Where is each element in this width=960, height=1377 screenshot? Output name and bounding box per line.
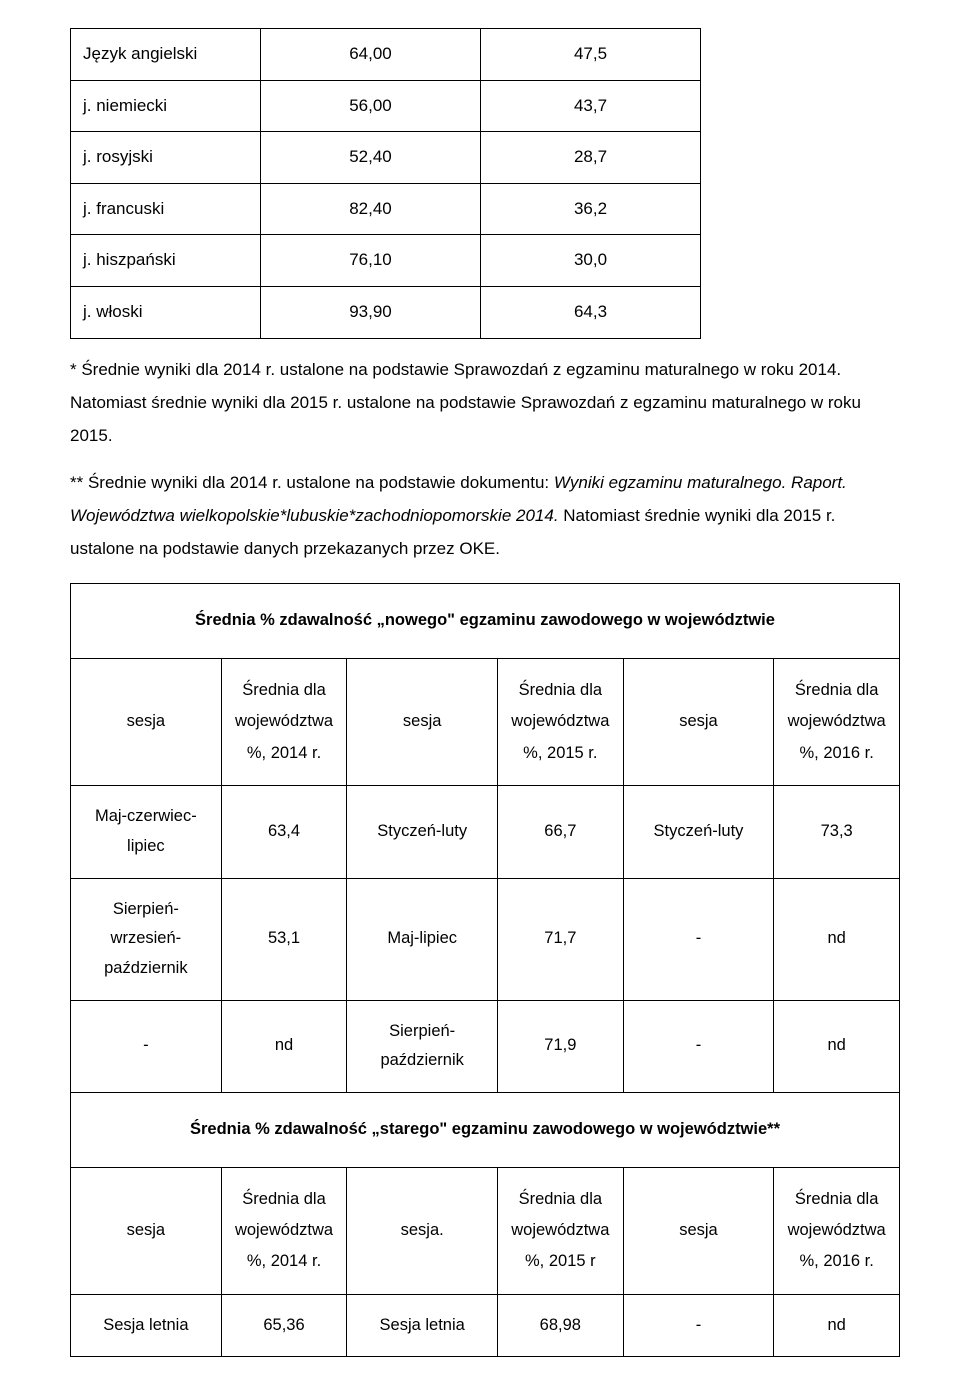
table-title-old: Średnia % zdawalność „starego" egzaminu … (71, 1092, 900, 1167)
lang-label: j. niemiecki (71, 80, 261, 132)
cell: Maj-lipiec (347, 878, 498, 1000)
hdr-sesja: sesja (71, 659, 222, 786)
cell: 63,4 (221, 786, 347, 878)
cell: - (71, 1000, 222, 1092)
lang-label: j. rosyjski (71, 132, 261, 184)
cell: 53,1 (221, 878, 347, 1000)
lang-label: j. hiszpański (71, 235, 261, 287)
page: Język angielski 64,00 47,5 j. niemiecki … (0, 0, 960, 1377)
hdr-2015: Średnia dla województwa %, 2015 r. (498, 659, 624, 786)
footnote-1: * Średnie wyniki dla 2014 r. ustalone na… (70, 353, 900, 452)
lang-label: j. włoski (71, 286, 261, 338)
table-row: j. francuski 82,40 36,2 (71, 183, 701, 235)
hdr-sesja: sesja. (347, 1167, 498, 1294)
lang-val1: 76,10 (261, 235, 481, 287)
lang-val2: 43,7 (481, 80, 701, 132)
lang-val2: 30,0 (481, 235, 701, 287)
table-row: j. włoski 93,90 64,3 (71, 286, 701, 338)
table-header-row: sesja Średnia dla województwa %, 2014 r.… (71, 1167, 900, 1294)
cell: - (623, 1000, 774, 1092)
table-row: Maj-czerwiec-lipiec 63,4 Styczeń-luty 66… (71, 786, 900, 878)
lang-val1: 64,00 (261, 29, 481, 81)
cell: Sierpień-październik (347, 1000, 498, 1092)
cell: nd (221, 1000, 347, 1092)
cell: nd (774, 1294, 900, 1357)
table-title-row: Średnia % zdawalność „starego" egzaminu … (71, 1092, 900, 1167)
hdr-2014: Średnia dla województwa %, 2014 r. (221, 1167, 347, 1294)
hdr-2016: Średnia dla województwa %, 2016 r. (774, 1167, 900, 1294)
table-languages: Język angielski 64,00 47,5 j. niemiecki … (70, 28, 701, 339)
cell: 68,98 (498, 1294, 624, 1357)
cell: Sesja letnia (347, 1294, 498, 1357)
lang-label: Język angielski (71, 29, 261, 81)
lang-val2: 36,2 (481, 183, 701, 235)
cell: Sierpień-wrzesień-październik (71, 878, 222, 1000)
table-row: Sesja letnia 65,36 Sesja letnia 68,98 - … (71, 1294, 900, 1357)
cell: Styczeń-luty (347, 786, 498, 878)
cell: Maj-czerwiec-lipiec (71, 786, 222, 878)
hdr-2016: Średnia dla województwa %, 2016 r. (774, 659, 900, 786)
hdr-sesja: sesja (347, 659, 498, 786)
hdr-2015: Średnia dla województwa %, 2015 r (498, 1167, 624, 1294)
table-row: j. rosyjski 52,40 28,7 (71, 132, 701, 184)
cell: Styczeń-luty (623, 786, 774, 878)
table-row: Język angielski 64,00 47,5 (71, 29, 701, 81)
lang-val1: 82,40 (261, 183, 481, 235)
lang-val2: 28,7 (481, 132, 701, 184)
hdr-sesja: sesja (71, 1167, 222, 1294)
table-passrate: Średnia % zdawalność „nowego" egzaminu z… (70, 583, 900, 1357)
lang-val2: 47,5 (481, 29, 701, 81)
cell: 73,3 (774, 786, 900, 878)
hdr-sesja: sesja (623, 659, 774, 786)
table-header-row: sesja Średnia dla województwa %, 2014 r.… (71, 659, 900, 786)
cell: Sesja letnia (71, 1294, 222, 1357)
cell: 71,9 (498, 1000, 624, 1092)
cell: nd (774, 1000, 900, 1092)
table-title-row: Średnia % zdawalność „nowego" egzaminu z… (71, 584, 900, 659)
lang-val1: 93,90 (261, 286, 481, 338)
cell: 71,7 (498, 878, 624, 1000)
lang-val1: 56,00 (261, 80, 481, 132)
hdr-2014: Średnia dla województwa %, 2014 r. (221, 659, 347, 786)
cell: 65,36 (221, 1294, 347, 1357)
lang-val2: 64,3 (481, 286, 701, 338)
table-row: Sierpień-wrzesień-październik 53,1 Maj-l… (71, 878, 900, 1000)
table-row: j. hiszpański 76,10 30,0 (71, 235, 701, 287)
table-row: j. niemiecki 56,00 43,7 (71, 80, 701, 132)
footnote-2: ** Średnie wyniki dla 2014 r. ustalone n… (70, 466, 900, 565)
table-row: - nd Sierpień-październik 71,9 - nd (71, 1000, 900, 1092)
cell: nd (774, 878, 900, 1000)
cell: 66,7 (498, 786, 624, 878)
table-title-new: Średnia % zdawalność „nowego" egzaminu z… (71, 584, 900, 659)
footnote-2a: ** Średnie wyniki dla 2014 r. ustalone n… (70, 473, 554, 492)
cell: - (623, 878, 774, 1000)
lang-val1: 52,40 (261, 132, 481, 184)
hdr-sesja: sesja (623, 1167, 774, 1294)
cell: - (623, 1294, 774, 1357)
lang-label: j. francuski (71, 183, 261, 235)
